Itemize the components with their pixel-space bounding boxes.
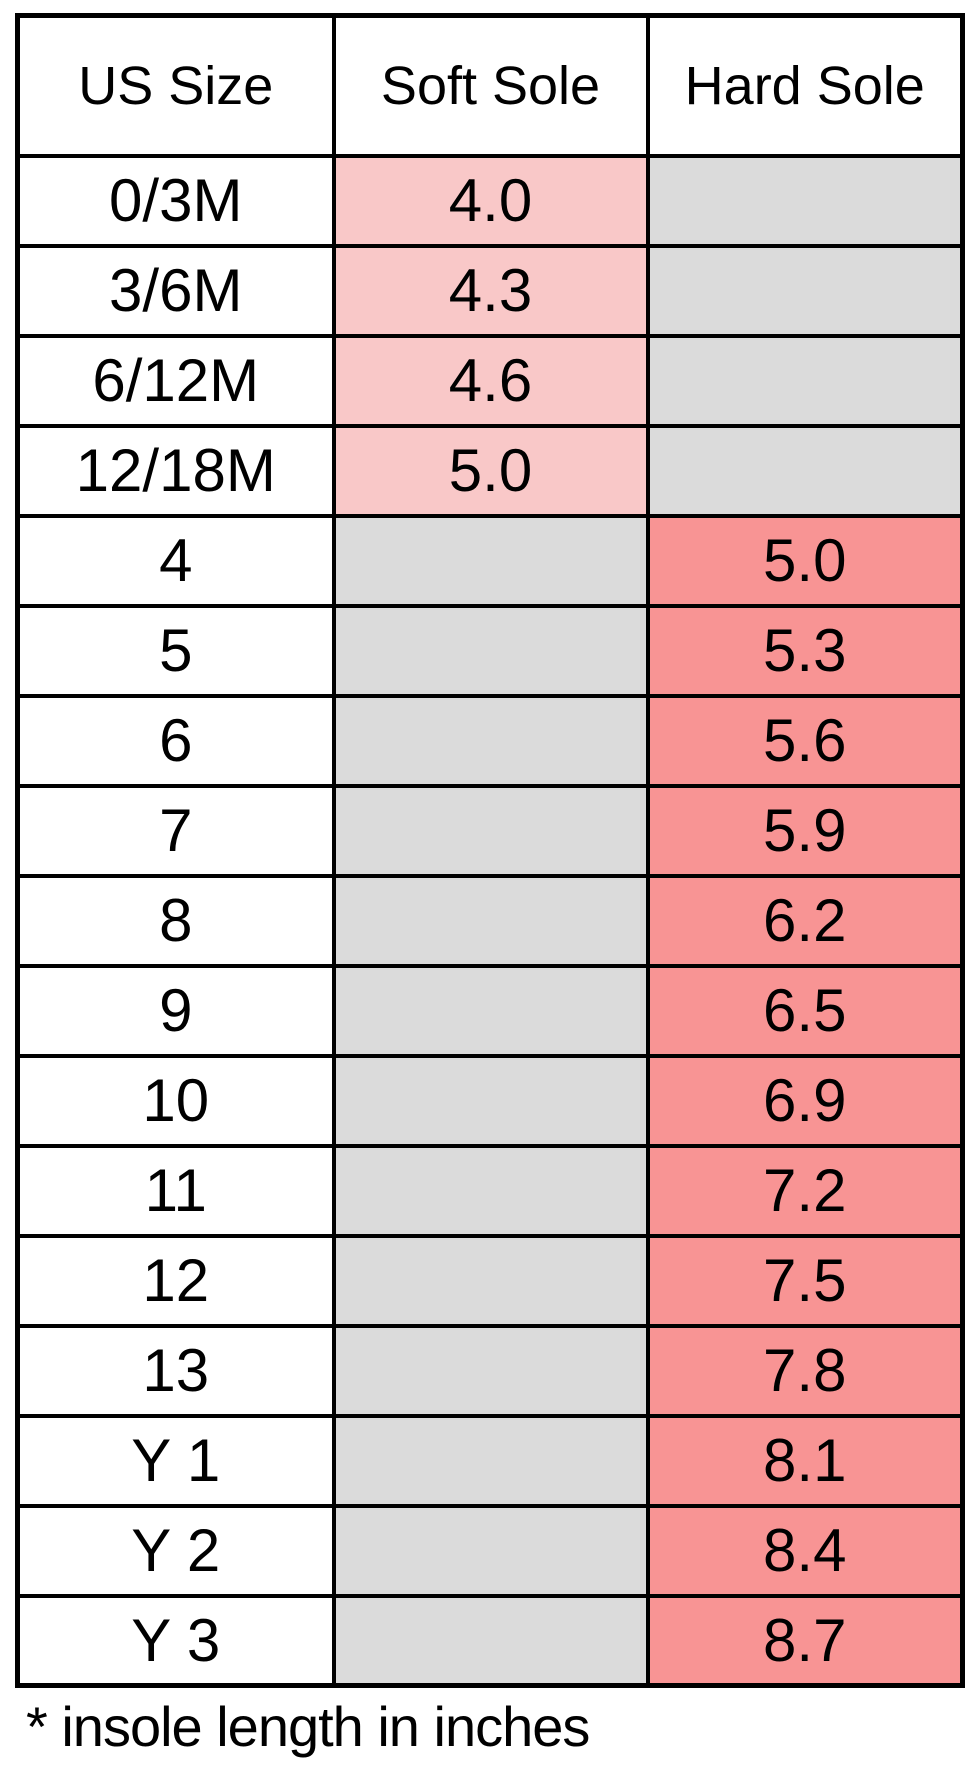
soft-sole-cell	[331, 1503, 650, 1598]
table-row: Y 3 8.7	[15, 1593, 965, 1688]
table-row: 12/18M 5.0	[15, 423, 965, 518]
table-row: 12 7.5	[15, 1233, 965, 1328]
hard-sole-cell: 6.2	[645, 873, 965, 968]
us-size-cell: 13	[15, 1323, 336, 1418]
table-row: 5 5.3	[15, 603, 965, 698]
hard-sole-cell	[645, 333, 965, 428]
table-row: 0/3M 4.0	[15, 153, 965, 248]
soft-sole-cell	[331, 783, 650, 878]
us-size-cell: Y 1	[15, 1413, 336, 1508]
hard-sole-cell: 5.6	[645, 693, 965, 788]
hard-sole-cell: 5.9	[645, 783, 965, 878]
soft-sole-cell	[331, 1413, 650, 1508]
us-size-cell: 6	[15, 693, 336, 788]
us-size-cell: 6/12M	[15, 333, 336, 428]
us-size-cell: 0/3M	[15, 153, 336, 248]
col-header-soft-sole: Soft Sole	[331, 13, 650, 158]
table-row: Y 1 8.1	[15, 1413, 965, 1508]
table-row: 11 7.2	[15, 1143, 965, 1238]
soft-sole-cell: 4.3	[331, 243, 650, 338]
table-row: 3/6M 4.3	[15, 243, 965, 338]
us-size-cell: 7	[15, 783, 336, 878]
table-row: 8 6.2	[15, 873, 965, 968]
soft-sole-cell	[331, 1233, 650, 1328]
us-size-cell: 5	[15, 603, 336, 698]
table-row: 6 5.6	[15, 693, 965, 788]
table-row: 13 7.8	[15, 1323, 965, 1418]
hard-sole-cell: 6.9	[645, 1053, 965, 1148]
us-size-cell: Y 3	[15, 1593, 336, 1688]
hard-sole-cell: 7.2	[645, 1143, 965, 1238]
us-size-cell: Y 2	[15, 1503, 336, 1598]
table-row: 9 6.5	[15, 963, 965, 1058]
soft-sole-cell	[331, 1593, 650, 1688]
size-chart-table: US Size Soft Sole Hard Sole 0/3M 4.0 3/6…	[15, 13, 965, 1688]
us-size-cell: 10	[15, 1053, 336, 1148]
soft-sole-cell	[331, 873, 650, 968]
table-row: 10 6.9	[15, 1053, 965, 1148]
table-row: 7 5.9	[15, 783, 965, 878]
us-size-cell: 3/6M	[15, 243, 336, 338]
soft-sole-cell: 5.0	[331, 423, 650, 518]
hard-sole-cell: 7.8	[645, 1323, 965, 1418]
hard-sole-cell: 7.5	[645, 1233, 965, 1328]
soft-sole-cell	[331, 963, 650, 1058]
soft-sole-cell	[331, 1143, 650, 1238]
footnote: * insole length in inches	[26, 1695, 590, 1758]
hard-sole-cell: 6.5	[645, 963, 965, 1058]
header-row: US Size Soft Sole Hard Sole	[15, 13, 965, 158]
hard-sole-cell	[645, 153, 965, 248]
us-size-cell: 11	[15, 1143, 336, 1238]
soft-sole-cell	[331, 1323, 650, 1418]
us-size-cell: 9	[15, 963, 336, 1058]
us-size-cell: 4	[15, 513, 336, 608]
table-row: Y 2 8.4	[15, 1503, 965, 1598]
table-row: 6/12M 4.6	[15, 333, 965, 428]
soft-sole-cell	[331, 513, 650, 608]
hard-sole-cell	[645, 243, 965, 338]
table-row: 4 5.0	[15, 513, 965, 608]
table-body: 0/3M 4.0 3/6M 4.3 6/12M 4.6 12/18M 5.0 4…	[15, 153, 965, 1688]
soft-sole-cell	[331, 693, 650, 788]
col-header-us-size: US Size	[15, 13, 336, 158]
hard-sole-cell: 8.4	[645, 1503, 965, 1598]
us-size-cell: 12/18M	[15, 423, 336, 518]
hard-sole-cell	[645, 423, 965, 518]
hard-sole-cell: 5.0	[645, 513, 965, 608]
soft-sole-cell	[331, 603, 650, 698]
soft-sole-cell	[331, 1053, 650, 1148]
us-size-cell: 12	[15, 1233, 336, 1328]
table-header: US Size Soft Sole Hard Sole	[15, 13, 965, 158]
us-size-cell: 8	[15, 873, 336, 968]
hard-sole-cell: 8.1	[645, 1413, 965, 1508]
hard-sole-cell: 8.7	[645, 1593, 965, 1688]
soft-sole-cell: 4.0	[331, 153, 650, 248]
soft-sole-cell: 4.6	[331, 333, 650, 428]
hard-sole-cell: 5.3	[645, 603, 965, 698]
col-header-hard-sole: Hard Sole	[645, 13, 965, 158]
